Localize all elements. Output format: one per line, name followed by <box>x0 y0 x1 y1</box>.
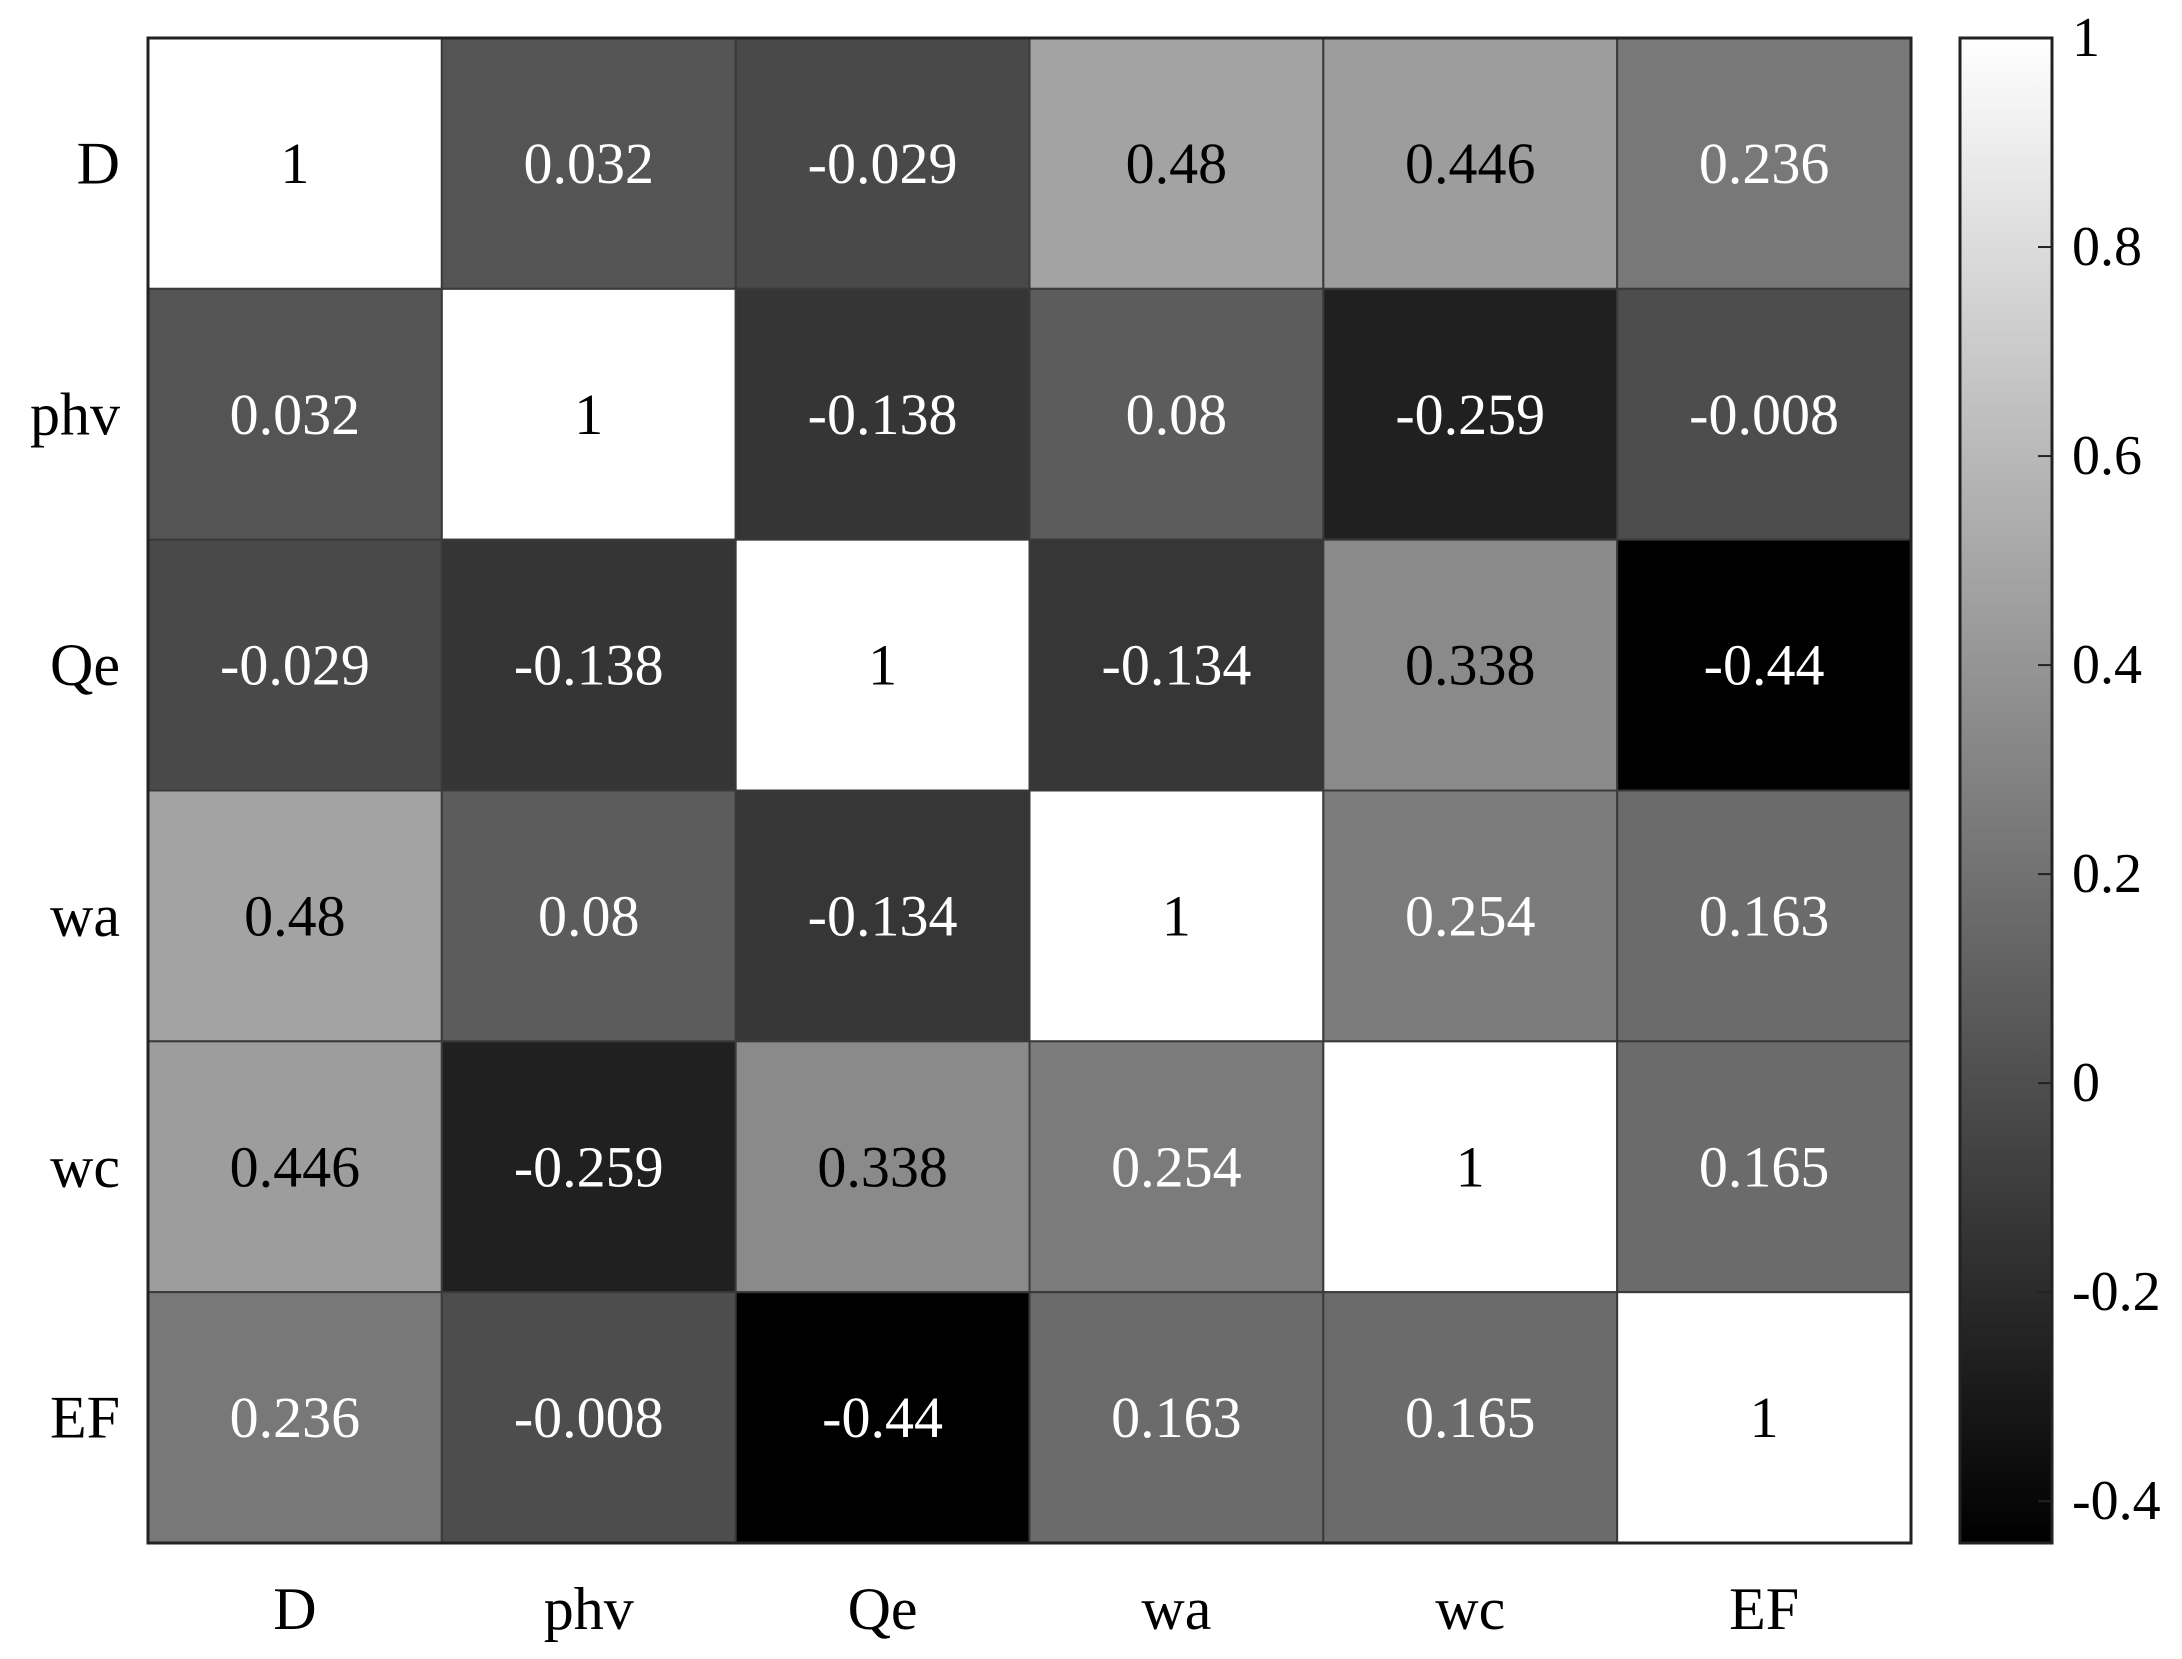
heatmap-cell-Qe-wa <box>1028 538 1325 792</box>
heatmap-cell-EF-wa <box>1028 1291 1325 1544</box>
cell-value-label: -0.44 <box>822 1385 943 1450</box>
heatmap-cell-D-D <box>147 37 443 290</box>
colorbar-tick-label: 1 <box>2072 7 2100 69</box>
cell-value-label: 0.338 <box>817 1134 948 1199</box>
cell-value-label: 1 <box>868 633 897 698</box>
cell-value-label: 1 <box>1750 1385 1779 1450</box>
cell-value-label: 0.163 <box>1111 1385 1242 1450</box>
cell-value-label: 0.032 <box>524 131 655 196</box>
heatmap-cell-wc-Qe <box>734 1040 1031 1294</box>
x-tick-label: wa <box>1141 1576 1211 1642</box>
heatmap-cells <box>146 36 1913 1545</box>
heatmap-cell-D-phv <box>440 37 737 290</box>
cell-value-label: -0.029 <box>220 633 370 698</box>
heatmap-cell-Qe-D <box>147 538 443 792</box>
cell-value-label: 0.338 <box>1405 633 1536 698</box>
heatmap-cell-wa-wc <box>1322 789 1619 1043</box>
cell-value-label: 1 <box>1162 883 1191 948</box>
cell-value-label: 0.48 <box>1126 131 1228 196</box>
cell-value-label: -0.134 <box>1102 633 1252 698</box>
cell-value-label: -0.029 <box>808 131 958 196</box>
x-tick-label: Qe <box>848 1576 918 1642</box>
heatmap-cell-EF-D <box>147 1291 443 1544</box>
heatmap-cell-labels: 1 0.032 -0.029 0.48 0.446 0.236 0.032 1 -0.138 0.… <box>220 131 1839 1450</box>
heatmap-cell-phv-phv <box>440 287 737 541</box>
heatmap-cell-Qe-EF <box>1616 538 1912 792</box>
heatmap-cell-EF-EF <box>1616 1291 1912 1544</box>
cell-value-label: 1 <box>574 382 603 447</box>
colorbar-tick-label: 0.8 <box>2072 216 2142 278</box>
cell-value-label: -0.138 <box>514 633 664 698</box>
heatmap-cell-phv-wa <box>1028 287 1325 541</box>
cell-value-label: 0.236 <box>230 1385 361 1450</box>
heatmap-cell-D-wc <box>1322 37 1619 290</box>
colorbar-tick-label: -0.2 <box>2072 1261 2161 1323</box>
y-tick-label: EF <box>50 1385 120 1451</box>
heatmap-cell-wc-wa <box>1028 1040 1325 1294</box>
heatmap-cell-Qe-Qe <box>734 538 1031 792</box>
heatmap-cell-phv-EF <box>1616 287 1912 541</box>
heatmap-cell-Qe-wc <box>1322 538 1619 792</box>
cell-value-label: 1 <box>1456 1134 1485 1199</box>
x-tick-label: phv <box>544 1576 634 1642</box>
cell-value-label: 1 <box>280 131 309 196</box>
y-tick-label: phv <box>30 381 120 447</box>
cell-value-label: 0.08 <box>538 883 640 948</box>
cell-value-label: 0.236 <box>1699 131 1830 196</box>
heatmap-cell-EF-wc <box>1322 1291 1619 1544</box>
heatmap-cell-Qe-phv <box>440 538 737 792</box>
x-tick-label: EF <box>1729 1576 1799 1642</box>
cell-value-label: 0.254 <box>1111 1134 1242 1199</box>
cell-value-label: 0.08 <box>1126 382 1228 447</box>
y-tick-label: Qe <box>50 632 120 698</box>
cell-value-label: -0.259 <box>514 1134 664 1199</box>
cell-value-label: 0.48 <box>244 883 346 948</box>
heatmap-cell-D-wa <box>1028 37 1325 290</box>
cell-value-label: -0.138 <box>808 382 958 447</box>
cell-value-label: -0.008 <box>514 1385 664 1450</box>
y-tick-label: D <box>77 130 120 196</box>
colorbar-tick-label: -0.4 <box>2072 1470 2161 1532</box>
colorbar-tick-label: 0.2 <box>2072 843 2142 905</box>
cell-value-label: -0.44 <box>1704 633 1825 698</box>
cell-value-label: -0.259 <box>1395 382 1545 447</box>
x-tick-label: D <box>273 1576 316 1642</box>
colorbar: -0.4 -0.2 0 0.2 0.4 0.6 0.8 1 <box>1958 7 2161 1545</box>
heatmap-cell-wa-Qe <box>734 789 1031 1043</box>
cell-value-label: 0.165 <box>1405 1385 1536 1450</box>
cell-value-label: -0.134 <box>808 883 958 948</box>
cell-value-label: 0.446 <box>230 1134 361 1199</box>
cell-value-label: 0.163 <box>1699 883 1830 948</box>
colorbar-gradient <box>1958 36 2054 1545</box>
heatmap-cell-wc-D <box>147 1040 443 1294</box>
cell-value-label: 0.254 <box>1405 883 1536 948</box>
y-tick-label: wa <box>50 883 120 949</box>
cell-value-label: 0.446 <box>1405 131 1536 196</box>
x-tick-label: wc <box>1435 1576 1505 1642</box>
colorbar-tick-label: 0 <box>2072 1052 2100 1114</box>
colorbar-tick-label: 0.4 <box>2072 634 2142 696</box>
heatmap-cell-wa-phv <box>440 789 737 1043</box>
heatmap-cell-wa-D <box>147 789 443 1043</box>
heatmap-cell-D-EF <box>1616 37 1912 290</box>
colorbar-tick-label: 0.6 <box>2072 425 2142 487</box>
cell-value-label: -0.008 <box>1689 382 1839 447</box>
heatmap-cell-wa-wa <box>1028 789 1325 1043</box>
y-tick-label: wc <box>50 1134 120 1200</box>
cell-value-label: 0.032 <box>230 382 361 447</box>
cell-value-label: 0.165 <box>1699 1134 1830 1199</box>
plot-border <box>146 36 1913 1545</box>
heatmap-cell-wc-wc <box>1322 1040 1619 1294</box>
